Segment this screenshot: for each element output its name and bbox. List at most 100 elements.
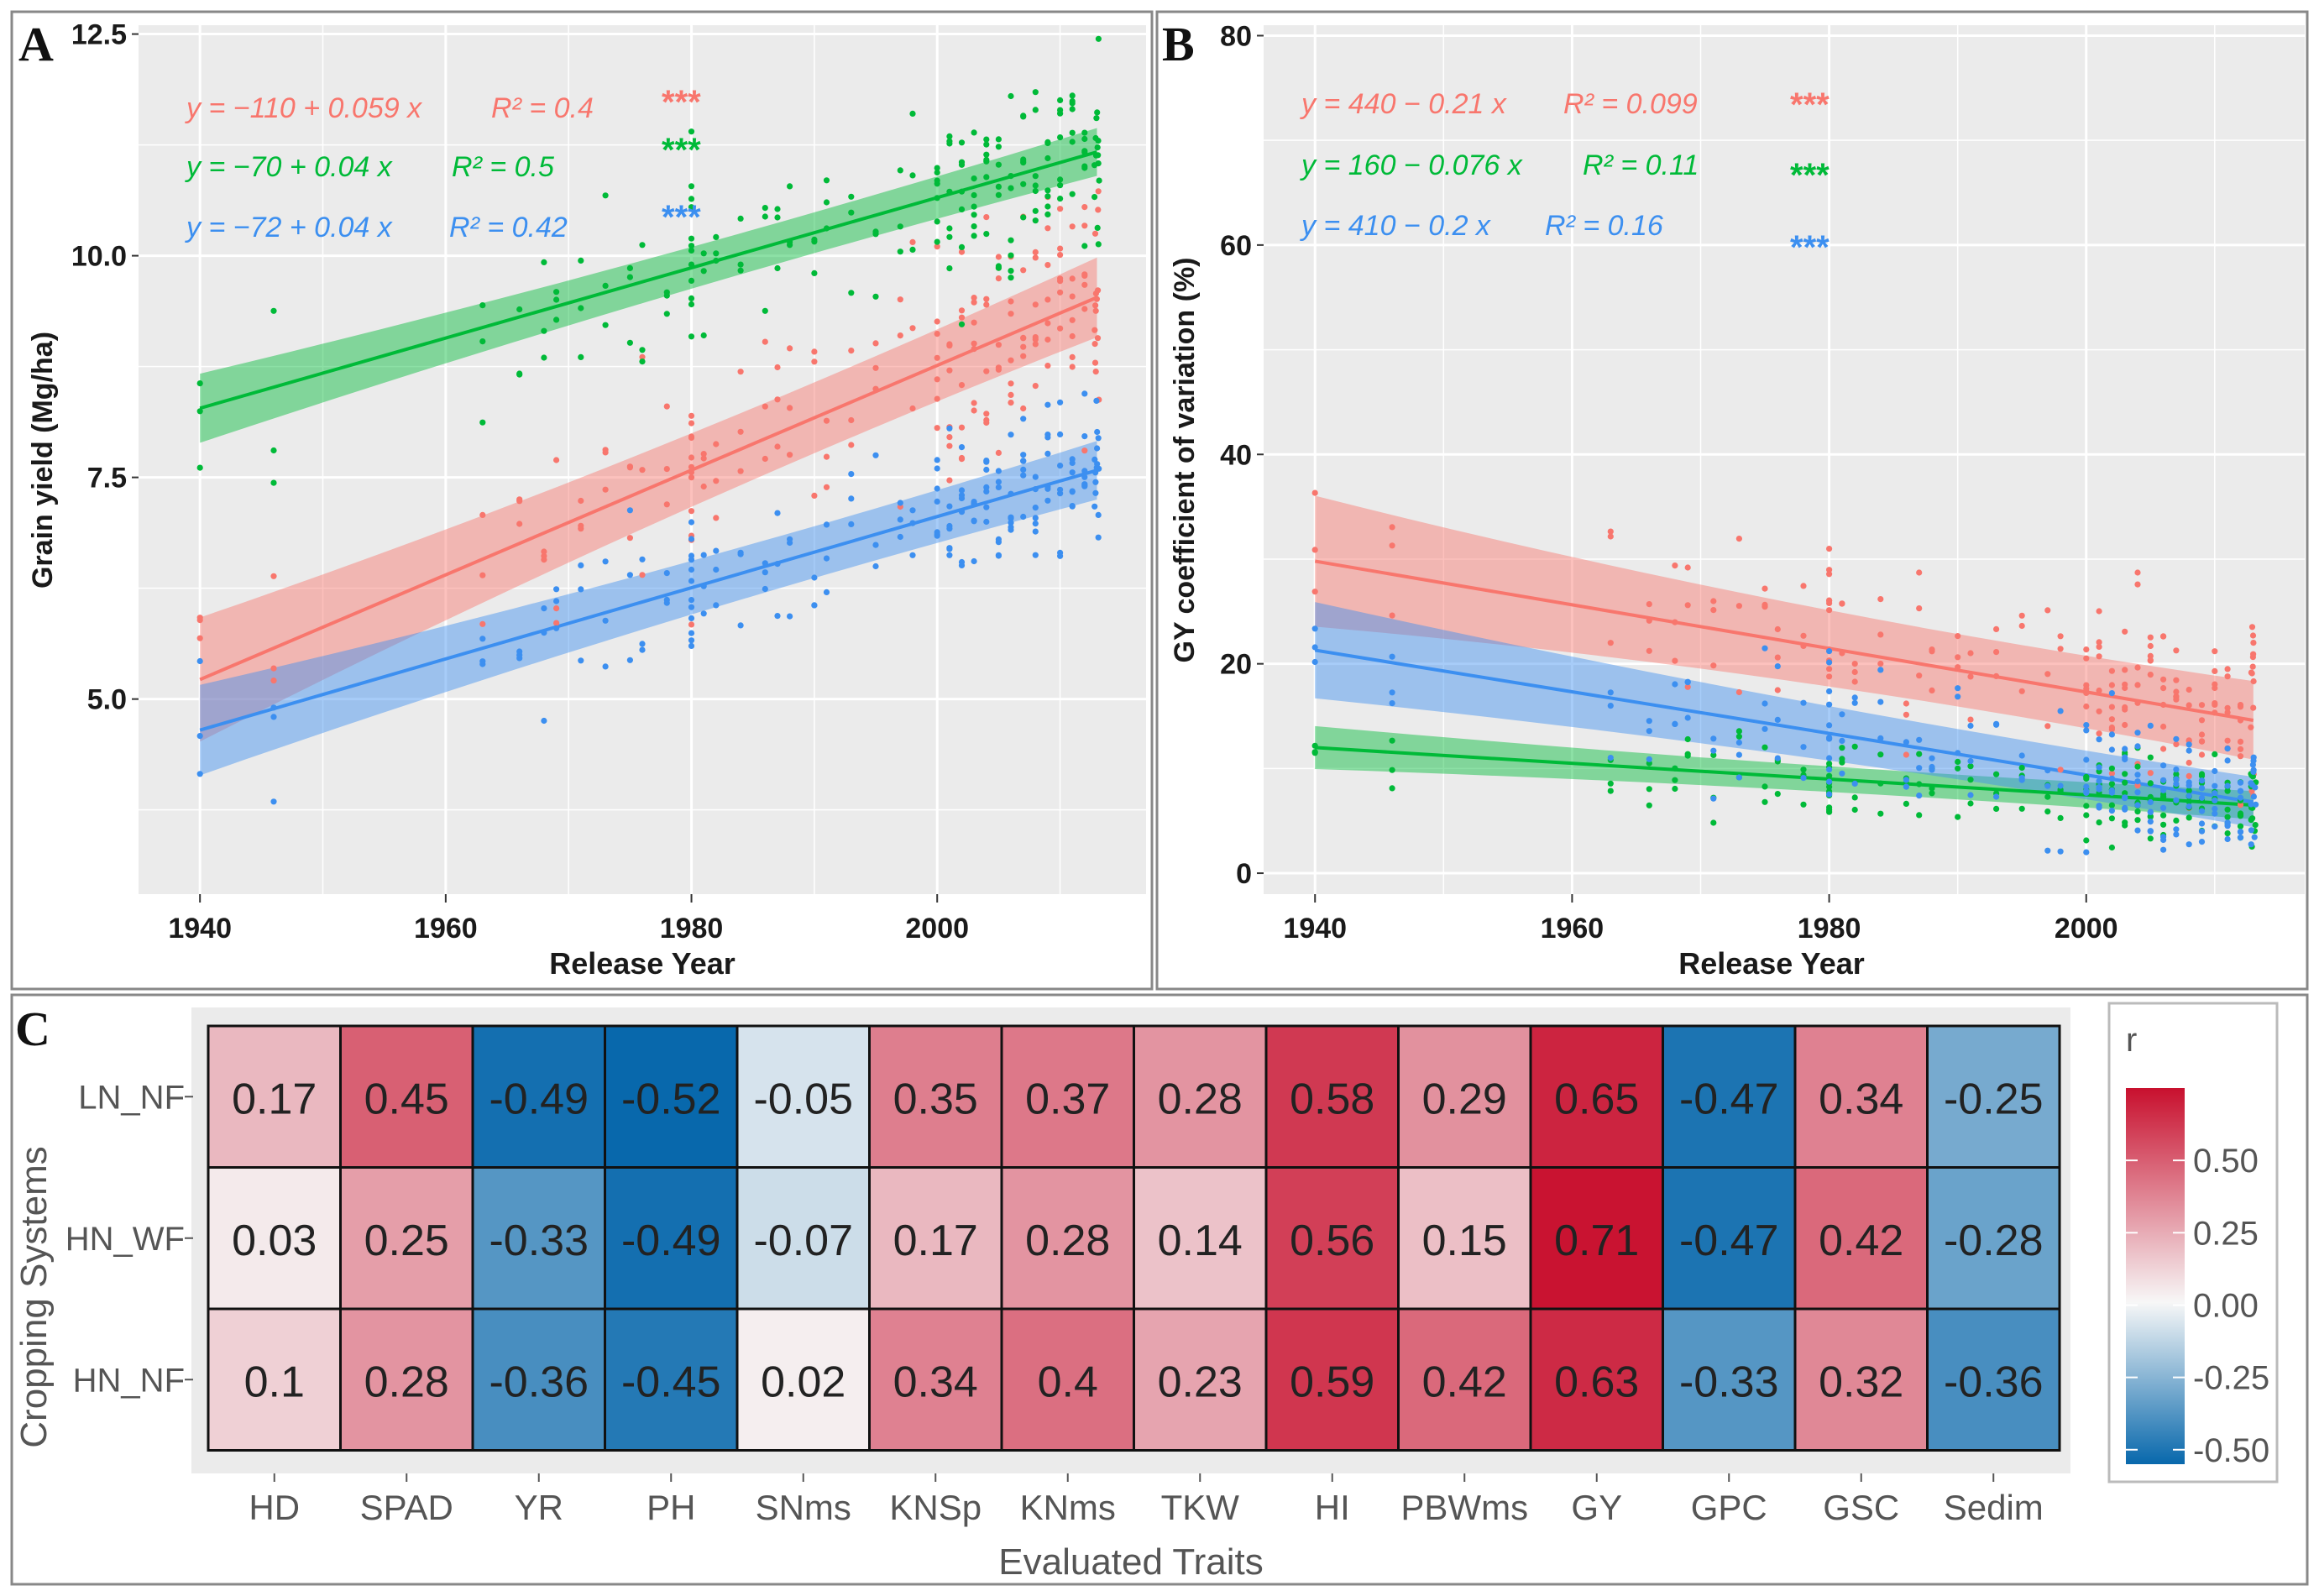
panel-a-point-ln-nf <box>897 296 903 303</box>
panel-a-eq-hn-nf: y = −72 + 0.04 x <box>185 212 393 243</box>
panel-a-point-ln-nf <box>983 411 990 417</box>
panel-b-point-hn-wf <box>2147 814 2154 820</box>
panel-b-point-hn-nf <box>2212 790 2218 797</box>
panel-b-point-ln-nf <box>2186 686 2192 693</box>
panel-a-point-ln-nf <box>1044 336 1051 343</box>
heatmap-x-tick-label: HD <box>249 1488 300 1527</box>
panel-a-point-hn-nf <box>1044 450 1051 458</box>
panel-a-point-ln-nf <box>688 412 695 419</box>
panel-a-eq-hn-wf: y = −70 + 0.04 x <box>185 151 393 183</box>
panel-a-point-hn-wf <box>946 225 953 232</box>
panel-a-point-hn-nf <box>663 596 670 604</box>
panel-a-point-hn-wf <box>479 302 486 309</box>
panel-a-point-hn-wf <box>1057 110 1064 117</box>
panel-a-point-hn-wf <box>1094 144 1101 151</box>
panel-a-point-ln-nf <box>1081 447 1088 454</box>
panel-a-point-ln-nf <box>1020 405 1027 412</box>
panel-b-point-hn-nf <box>2134 772 2141 778</box>
panel-b-point-ln-nf <box>1826 607 1833 614</box>
panel-b-point-ln-nf <box>1774 687 1781 693</box>
panel-b-point-hn-wf <box>1646 802 1652 808</box>
panel-b-point-hn-nf <box>2173 797 2180 803</box>
panel-a-point-hn-wf <box>909 246 916 253</box>
panel-a-point-hn-nf <box>1081 468 1088 474</box>
panel-a-point-hn-nf <box>1008 432 1014 438</box>
panel-a-point-hn-wf <box>688 243 695 249</box>
heatmap-y-tick-label: LN_NF <box>78 1079 185 1116</box>
panel-a-signif-ln-nf: *** <box>662 84 701 121</box>
panel-b-point-hn-nf <box>2198 785 2206 792</box>
panel-b-scatter-points <box>1311 489 2259 856</box>
panel-a-point-hn-wf <box>762 205 768 212</box>
panel-a-point-hn-nf <box>934 465 940 472</box>
panel-a-point-hn-wf <box>737 261 744 268</box>
color-legend-tick-label: 0.00 <box>2193 1287 2259 1324</box>
panel-a-point-hn-nf <box>1008 514 1014 521</box>
panel-a-point-ln-nf <box>516 496 523 503</box>
color-legend-tick-label: 0.25 <box>2193 1215 2259 1252</box>
panel-b-point-ln-nf <box>2237 738 2244 746</box>
panel-a-point-ln-nf <box>1094 335 1102 342</box>
panel-a-x-tick-label: 2000 <box>905 913 969 945</box>
panel-a-point-ln-nf <box>1044 320 1051 327</box>
panel-b-point-ln-nf <box>1955 654 1961 661</box>
panel-a-point-hn-wf <box>713 233 720 240</box>
panel-b-point-ln-nf <box>1735 688 1742 696</box>
panel-a-point-hn-nf <box>983 488 990 495</box>
panel-a-point-hn-nf <box>971 500 977 506</box>
panel-a-point-ln-nf <box>713 441 720 447</box>
panel-a-point-ln-nf <box>983 301 990 308</box>
panel-a-point-hn-nf <box>1032 521 1039 527</box>
panel-b-point-hn-wf <box>2018 764 2025 772</box>
panel-a-point-hn-wf <box>1095 241 1102 248</box>
heatmap-cell-value: 0.34 <box>893 1358 978 1406</box>
panel-b-point-hn-nf <box>1672 681 1678 688</box>
panel-a-point-ln-nf <box>553 457 560 463</box>
panel-a-point-hn-wf <box>787 238 793 245</box>
heatmap-cell <box>1000 1307 1135 1452</box>
panel-a-point-hn-wf <box>762 213 768 220</box>
panel-b-point-ln-nf <box>2057 633 2064 640</box>
panel-a-point-hn-wf <box>1008 252 1014 259</box>
panel-a-point-ln-nf <box>1069 223 1076 230</box>
panel-a-point-ln-nf <box>541 548 547 555</box>
panel-b-point-hn-nf <box>2186 793 2192 799</box>
panel-b-point-hn-wf <box>2173 771 2180 777</box>
panel-b-point-ln-nf <box>2147 642 2154 650</box>
panel-a-point-hn-nf <box>774 510 781 516</box>
panel-a-gridlines <box>139 25 1146 894</box>
panel-b-point-hn-nf <box>1607 689 1614 696</box>
panel-b-point-hn-nf <box>2224 782 2231 789</box>
panel-a-point-ln-nf <box>1044 296 1051 303</box>
panel-b-point-ln-nf <box>2248 670 2255 677</box>
panel-b-point-ln-nf <box>2057 646 2064 652</box>
panel-b-point-hn-wf <box>2108 781 2115 788</box>
panel-a-point-hn-nf <box>1093 397 1100 404</box>
panel-b-point-hn-nf <box>2083 727 2090 734</box>
panel-b-point-ln-nf <box>2122 667 2128 673</box>
heatmap-cell-value: 0.14 <box>1158 1217 1243 1265</box>
panel-a-point-hn-nf <box>787 613 793 620</box>
panel-a-point-hn-nf <box>1057 399 1064 406</box>
panel-b-point-ln-nf <box>2096 730 2102 737</box>
panel-a-point-ln-nf <box>983 296 990 302</box>
panel-a-point-hn-wf <box>1020 181 1027 187</box>
panel-b-point-hn-nf <box>1774 716 1781 724</box>
panel-a-point-hn-wf <box>872 231 879 238</box>
panel-b-point-hn-nf <box>2173 826 2180 833</box>
panel-a-point-ln-nf <box>196 615 203 621</box>
panel-a-point-ln-nf <box>995 342 1002 348</box>
panel-b-point-ln-nf <box>2224 666 2231 672</box>
heatmap-cell-value: -0.49 <box>621 1217 721 1265</box>
panel-a-r2-ln-nf: R² = 0.4 <box>491 92 594 124</box>
panel-a-point-ln-nf <box>1057 252 1064 259</box>
panel-a-point-hn-wf <box>995 191 1002 198</box>
panel-b-point-ln-nf <box>2108 682 2115 688</box>
panel-a-point-ln-nf <box>1008 380 1014 387</box>
panel-a-x-tick-label: 1980 <box>660 913 724 945</box>
panel-a-point-hn-nf <box>688 642 695 650</box>
panel-a-point-ln-nf <box>971 346 977 353</box>
panel-b-point-hn-wf <box>1672 777 1678 783</box>
panel-a-point-hn-nf <box>1020 513 1027 521</box>
panel-a-point-hn-nf <box>958 509 966 515</box>
